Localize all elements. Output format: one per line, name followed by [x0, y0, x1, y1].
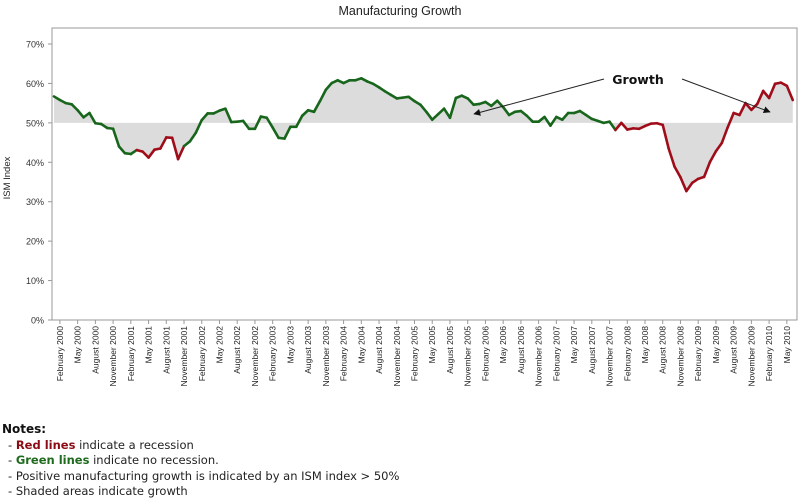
note-green-label: Green lines	[16, 453, 90, 467]
note-red-lines: - Red lines indicate a recession	[2, 438, 399, 454]
x-tick-labels: February 2000 May 2000 August 2000 November…	[55, 326, 792, 387]
x-tick-label: May 2003	[285, 326, 295, 364]
x-tick-label: February 2009	[693, 326, 703, 382]
x-tick-label: May 2000	[73, 326, 83, 364]
x-tick-label: May 2005	[427, 326, 437, 364]
x-tick-label: August 2005	[445, 326, 455, 374]
x-tick-label: November 2009	[746, 326, 756, 387]
x-tick-label: August 2002	[232, 326, 242, 374]
note-shaded-areas: - Shaded areas indicate growth	[2, 484, 399, 500]
note-shaded-areas-text: Shaded areas indicate growth	[16, 484, 188, 498]
x-tick-label: May 2006	[498, 326, 508, 364]
x-tick-label: November 2007	[605, 326, 615, 387]
note-red-text: indicate a recession	[75, 438, 193, 452]
x-tick-label: May 2002	[214, 326, 224, 364]
x-tick-label: May 2009	[711, 326, 721, 364]
note-green-text: indicate no recession.	[89, 453, 218, 467]
note-green-lines: - Green lines indicate no recession.	[2, 453, 399, 469]
x-tick-label: November 2001	[179, 326, 189, 387]
x-tick-label: November 2002	[250, 326, 260, 387]
x-tick-label: August 2000	[90, 326, 100, 374]
x-tick-label: May 2004	[356, 326, 366, 364]
x-tick-label: August 2009	[729, 326, 739, 374]
x-tick-label: February 2010	[764, 326, 774, 382]
note-ism-threshold-text: Positive manufacturing growth is indicat…	[16, 469, 400, 483]
annotation-arrow-right	[682, 79, 770, 112]
x-tick-label: November 2005	[463, 326, 473, 387]
x-tick-label: August 2003	[303, 326, 313, 374]
x-tick-label: February 2005	[410, 326, 420, 382]
x-tick-label: November 2003	[321, 326, 331, 387]
x-tick-label: August 2006	[516, 326, 526, 374]
x-tick-label: May 2008	[640, 326, 650, 364]
growth-shade-layer	[54, 78, 793, 191]
x-tick-label: February 2007	[551, 326, 561, 382]
x-tick-label: November 2008	[675, 326, 685, 387]
x-tick-label: August 2008	[658, 326, 668, 374]
x-tick-label: February 2002	[197, 326, 207, 382]
x-tick-label: August 2001	[161, 326, 171, 374]
growth-shaded-area	[54, 78, 793, 191]
x-tick-label: November 2006	[534, 326, 544, 387]
x-tick-label: August 2007	[587, 326, 597, 374]
x-tick-label: November 2000	[108, 326, 118, 387]
x-tick-label: February 2001	[126, 326, 136, 382]
annotation-arrow-left	[474, 79, 604, 114]
x-tick-label: February 2003	[268, 326, 278, 382]
x-tick-label: February 2008	[622, 326, 632, 382]
y-tick-label: 40%	[26, 158, 44, 168]
y-tick-label: 10%	[26, 276, 44, 286]
x-tick-label: February 2000	[55, 326, 65, 382]
x-tick-label: November 2004	[392, 326, 402, 387]
chart-title: Manufacturing Growth	[339, 4, 462, 18]
growth-annotation: Growth	[474, 72, 770, 114]
note-red-label: Red lines	[16, 438, 76, 452]
y-tick-label: 20%	[26, 237, 44, 247]
y-tick-label: 0%	[31, 316, 44, 326]
note-ism-threshold: - Positive manufacturing growth is indic…	[2, 469, 399, 485]
y-tick-label: 30%	[26, 197, 44, 207]
x-tick-label: May 2010	[782, 326, 792, 364]
x-tick-label: February 2004	[339, 326, 349, 382]
y-tick-label: 50%	[26, 118, 44, 128]
y-tick-label: 60%	[26, 79, 44, 89]
annotation-growth-label: Growth	[612, 72, 663, 87]
y-tick-label: 70%	[26, 40, 44, 50]
notes: Notes: - Red lines indicate a recession …	[2, 422, 399, 500]
x-tick-label: May 2001	[144, 326, 154, 364]
x-tick-label: August 2004	[374, 326, 384, 374]
y-tick-labels: 0% 10% 20% 30% 40% 50% 60% 70%	[26, 40, 44, 326]
x-tick-label: May 2007	[569, 326, 579, 364]
notes-heading: Notes:	[2, 422, 399, 438]
x-tick-label: February 2006	[480, 326, 490, 382]
ism-line-chart: Manufacturing Growth ISM Index February …	[0, 0, 800, 420]
y-axis-label: ISM Index	[2, 156, 13, 199]
